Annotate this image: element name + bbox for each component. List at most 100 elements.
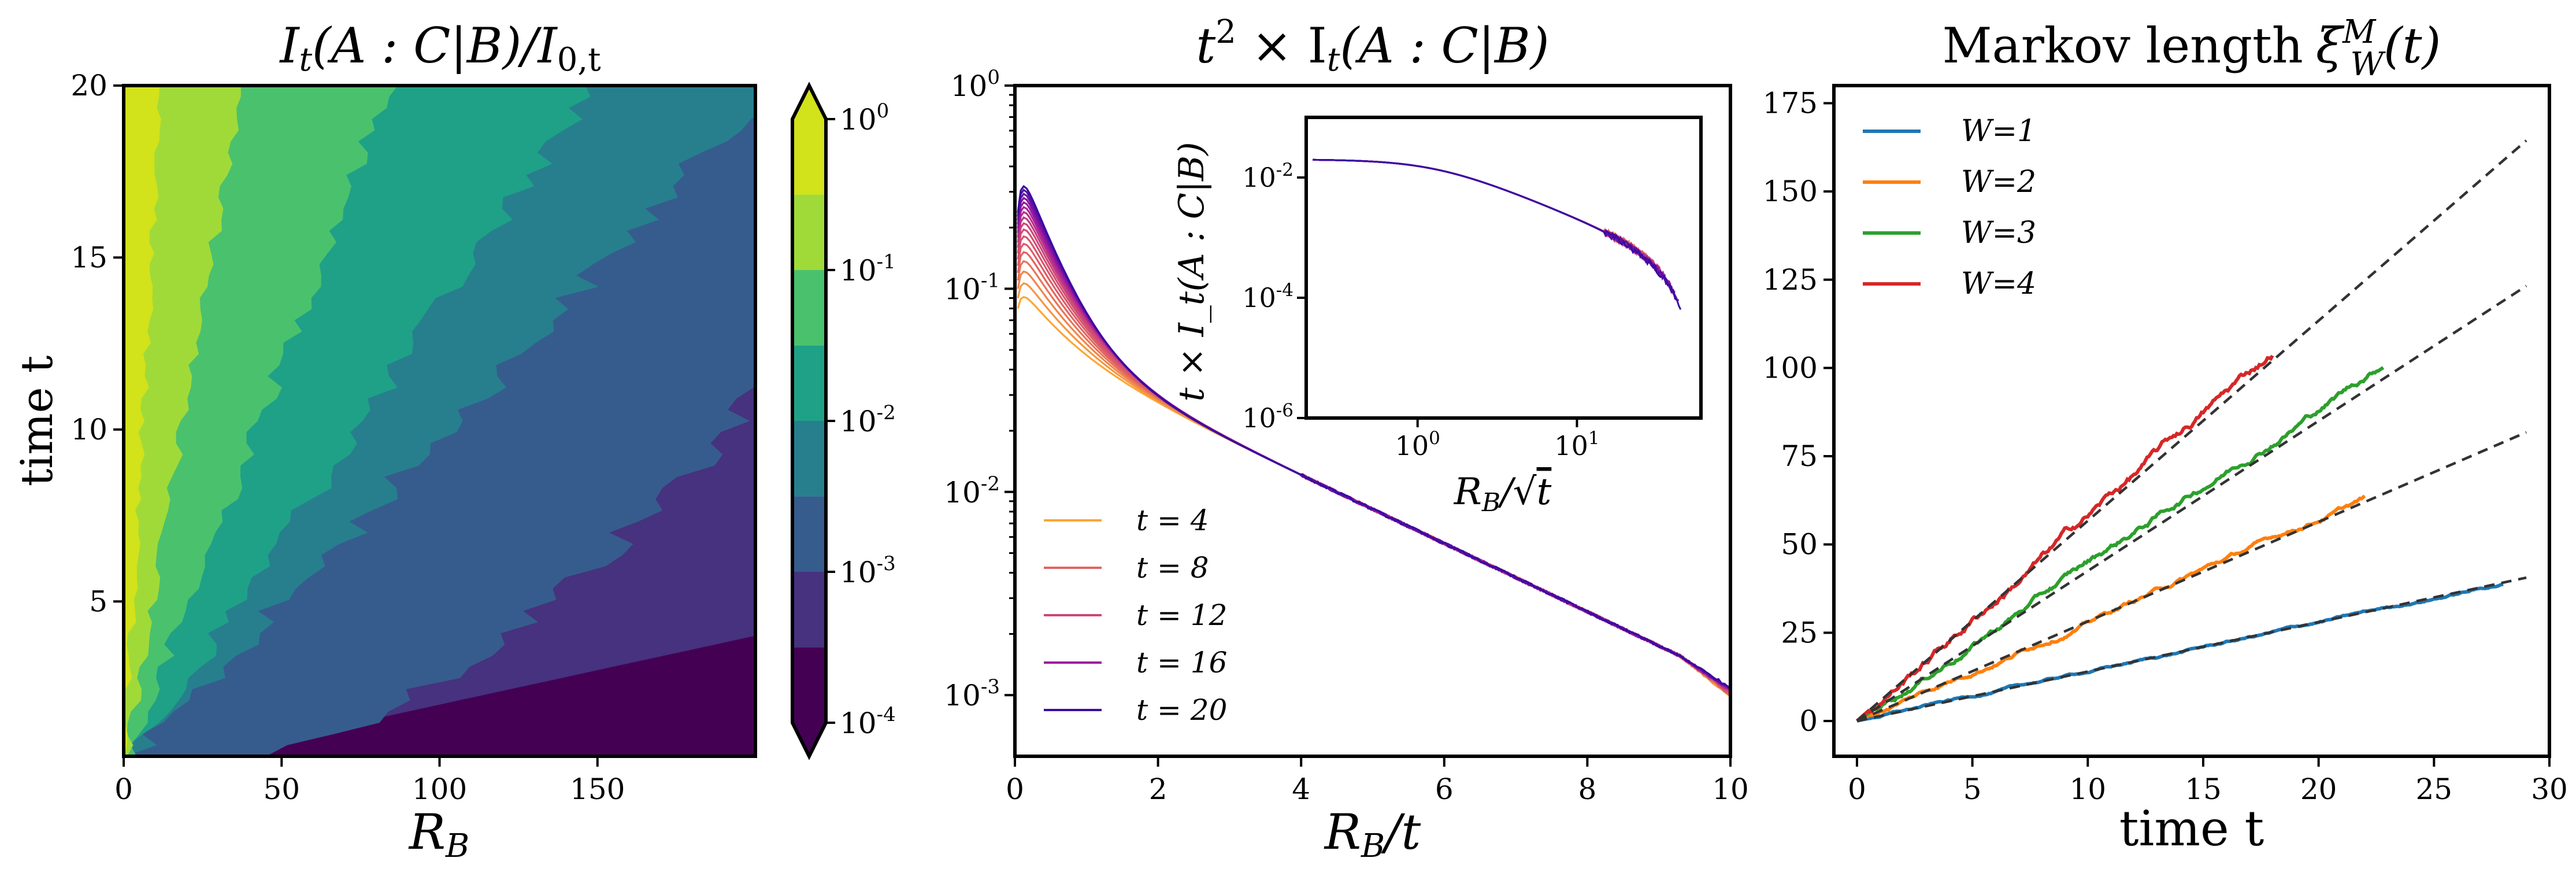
legend-label: t = 20 — [1136, 693, 1227, 727]
inset-y-tick-label: 10-6 — [1242, 400, 1293, 434]
colorbar-tick-label: 100 — [840, 99, 889, 136]
inset-y-tick-label: 10-2 — [1242, 160, 1293, 193]
markov-length-x-label: time t — [2119, 800, 2264, 857]
legend-label: t = 4 — [1136, 504, 1209, 537]
heatmap-y-ticks: 5 10 15 20 — [71, 69, 124, 618]
inset-y-ticks: 10-6 10-4 10-2 — [1242, 160, 1306, 434]
y-tick-label: 10-3 — [944, 675, 1000, 712]
colorbar-level-0 — [792, 647, 826, 723]
y-tick-label: 125 — [1763, 263, 1818, 297]
x-tick-label: 6 — [1435, 772, 1454, 806]
colorbar-level-6 — [792, 194, 826, 270]
x-tick-label: 8 — [1578, 772, 1596, 806]
x-tick-label: 30 — [2531, 772, 2568, 806]
scaled-cmi-legend: t = 4 t = 8 t = 12 t = 16 t = 20 — [1044, 504, 1227, 727]
x-tick-label: 0 — [1006, 772, 1024, 806]
x-tick-label: 5 — [1963, 772, 1982, 806]
colorbar-tick-label: 10-3 — [840, 552, 896, 589]
legend-label: t = 12 — [1136, 598, 1227, 632]
y-tick-label: 75 — [1781, 439, 1818, 473]
x-tick-label: 100 — [412, 772, 467, 806]
x-tick-label: 0 — [1848, 772, 1866, 806]
y-tick-label: 0 — [1799, 704, 1818, 738]
colorbar-level-3 — [792, 421, 826, 497]
markov-length-x-ticks: 0 5 10 15 20 25 30 — [1848, 756, 2568, 806]
curve-t-20 — [1017, 184, 1730, 690]
colorbar-level-2 — [792, 496, 826, 572]
series-w-4 — [1855, 354, 2274, 723]
inset-curve-t-20 — [1313, 158, 1682, 310]
x-tick-label: 50 — [263, 772, 300, 806]
scaled-cmi-x-ticks: 0 2 4 6 8 10 — [1006, 756, 1749, 806]
legend-label: W=4 — [1961, 267, 2036, 301]
markov-length-curves — [1855, 139, 2527, 723]
inset-x-ticks: 100 101 — [1395, 418, 1600, 461]
series-w-3 — [1856, 366, 2385, 723]
colorbar-tick-label: 10-2 — [840, 401, 896, 438]
y-tick-label: 10-1 — [944, 269, 1000, 306]
legend-label: t = 16 — [1136, 646, 1227, 679]
scaled-cmi-curves — [1017, 184, 1730, 698]
y-tick-label: 10 — [71, 413, 108, 446]
y-tick-label: 15 — [71, 241, 108, 274]
x-tick-label: 0 — [114, 772, 133, 806]
y-tick-label: 10-2 — [944, 472, 1000, 509]
heatmap-y-label: time t — [11, 356, 62, 487]
x-tick-label: 20 — [2300, 772, 2337, 806]
inset-x-label: RB/√t — [1454, 471, 1552, 517]
inset-x-tick-label: 101 — [1554, 428, 1599, 461]
colorbar-extend-min — [792, 723, 826, 756]
colorbar-ticks: 10-4 10-3 10-2 10-1 100 — [826, 99, 896, 740]
colorbar-level-5 — [792, 270, 826, 346]
y-tick-label: 25 — [1781, 616, 1818, 649]
heatmap-regions — [124, 86, 755, 756]
heatmap-title: It(A : C|B)/I0,t — [279, 17, 601, 79]
series-w-2 — [1856, 494, 2366, 723]
y-tick-label: 20 — [71, 69, 108, 102]
scaled-cmi-y-ticks: 10-3 10-2 10-1 100 — [944, 66, 1015, 712]
heatmap-x-ticks: 0 50 100 150 — [114, 756, 625, 806]
inset-y-tick-label: 10-4 — [1242, 280, 1293, 313]
linear-fit-3 — [1856, 284, 2527, 722]
linear-fit-1 — [1856, 576, 2527, 723]
panel-markov-length: 0 5 10 15 20 25 30 0 25 50 75 100 125 150 175 Markov … — [1763, 13, 2568, 857]
x-tick-label: 10 — [1712, 772, 1749, 806]
inset-curves — [1313, 158, 1682, 310]
x-tick-label: 4 — [1292, 772, 1310, 806]
panel-heatmap: 0 50 100 150 5 10 15 20 It(A : C|B)/I0,t RB ti… — [11, 17, 757, 865]
colorbar-tick-label: 10-4 — [840, 703, 896, 740]
colorbar-level-4 — [792, 345, 826, 421]
y-tick-label: 100 — [951, 66, 1000, 103]
heatmap-x-label: RB — [408, 804, 469, 865]
markov-length-legend: W=1 W=2 W=3 W=4 — [1863, 114, 2036, 301]
heatmap-level-7 — [124, 86, 161, 756]
linear-fit-2 — [1856, 431, 2527, 723]
x-tick-label: 25 — [2416, 772, 2453, 806]
markov-length-y-ticks: 0 25 50 75 100 125 150 175 — [1763, 87, 1834, 738]
markov-length-frame — [1832, 84, 2551, 758]
y-tick-label: 150 — [1763, 175, 1818, 208]
x-tick-label: 15 — [2185, 772, 2222, 806]
y-tick-label: 175 — [1763, 87, 1818, 120]
markov-length-title: Markov length ξM W(t) — [1943, 13, 2441, 83]
inset-y-label: t × I_t(A : C|B) — [1172, 142, 1212, 401]
legend-label: W=1 — [1961, 114, 2036, 149]
scaled-cmi-title: t2 × It(A : C|B) — [1196, 13, 1549, 79]
scaled-cmi-x-label: RB/t — [1324, 804, 1421, 865]
y-tick-label: 100 — [1763, 351, 1818, 384]
inset-collapse: 100 101 10-6 10-4 10-2 RB/√t t × I_t(A : C|… — [1172, 116, 1703, 517]
x-tick-label: 2 — [1149, 772, 1167, 806]
inset-x-tick-label: 100 — [1395, 428, 1440, 461]
inset-frame — [1304, 116, 1703, 420]
x-tick-label: 10 — [2069, 772, 2106, 806]
legend-label: t = 8 — [1136, 551, 1209, 585]
colorbar-extend-max — [792, 86, 826, 119]
panel-scaled-cmi: 0 2 4 6 8 10 10-3 10-2 10-1 100 t2 × It(A : C|B)… — [944, 13, 1749, 865]
colorbar-level-7 — [792, 119, 826, 195]
y-tick-label: 50 — [1781, 528, 1818, 561]
legend-label: W=2 — [1961, 165, 2036, 199]
y-tick-label: 5 — [89, 585, 108, 618]
legend-label: W=3 — [1961, 216, 2036, 250]
x-tick-label: 150 — [570, 772, 625, 806]
